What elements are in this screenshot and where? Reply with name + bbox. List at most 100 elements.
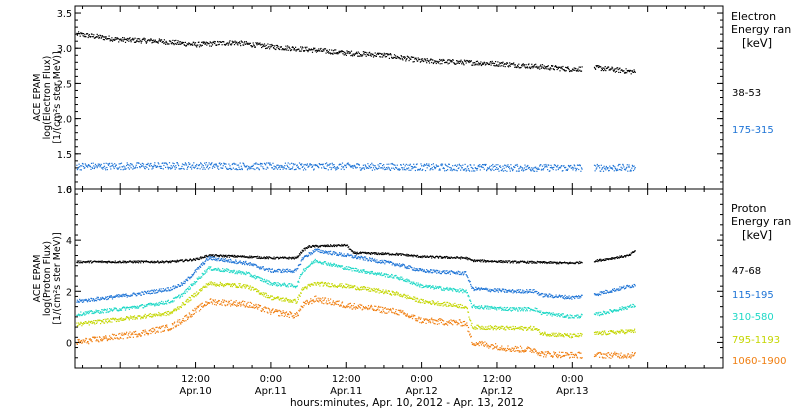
- data-point: [218, 268, 220, 270]
- data-point: [621, 287, 623, 289]
- data-point: [283, 271, 285, 273]
- data-point: [521, 167, 523, 169]
- data-point: [424, 285, 427, 287]
- data-point: [300, 164, 302, 166]
- data-point: [406, 278, 408, 280]
- data-point: [375, 273, 377, 275]
- data-point: [601, 67, 603, 69]
- data-point: [443, 289, 445, 292]
- data-point: [475, 260, 477, 262]
- data-point: [531, 169, 533, 171]
- data-point: [275, 166, 277, 168]
- data-point: [579, 66, 581, 68]
- data-point: [549, 170, 551, 172]
- data-point: [525, 67, 527, 69]
- data-point: [618, 257, 620, 259]
- data-point: [231, 270, 233, 272]
- data-point: [329, 245, 331, 248]
- data-point: [101, 36, 103, 38]
- data-point: [376, 262, 379, 264]
- data-point: [527, 290, 529, 292]
- data-point: [504, 66, 506, 68]
- data-point: [340, 245, 342, 247]
- data-point: [596, 66, 598, 68]
- data-point: [239, 162, 241, 164]
- data-point: [231, 168, 233, 170]
- data-point: [172, 301, 174, 303]
- data-point: [233, 162, 235, 164]
- data-point: [305, 49, 307, 51]
- data-point: [383, 52, 385, 54]
- data-point: [327, 51, 329, 53]
- data-point: [97, 311, 99, 313]
- data-point: [495, 261, 497, 263]
- data-point: [557, 168, 559, 171]
- data-point: [556, 296, 558, 298]
- data-point: [482, 63, 484, 65]
- data-point: [573, 67, 575, 69]
- data-point: [138, 306, 140, 308]
- data-point: [209, 254, 211, 256]
- data-point: [205, 164, 207, 166]
- data-point: [113, 295, 115, 297]
- data-point: [449, 289, 451, 291]
- data-point: [287, 162, 289, 164]
- data-point: [253, 256, 255, 258]
- data-point: [239, 272, 241, 274]
- data-point: [625, 256, 627, 258]
- data-point: [502, 165, 504, 167]
- data-point: [502, 61, 504, 63]
- data-point: [608, 259, 610, 261]
- data-point: [271, 167, 273, 169]
- data-point: [406, 266, 408, 268]
- data-point: [568, 295, 570, 297]
- data-point: [431, 167, 433, 169]
- data-point: [338, 244, 340, 246]
- data-point: [448, 257, 450, 259]
- data-point: [533, 167, 535, 169]
- data-point: [475, 168, 477, 170]
- data-point: [158, 302, 160, 304]
- data-point: [76, 261, 78, 264]
- data-point: [313, 251, 315, 253]
- data-point: [131, 38, 133, 40]
- data-point: [214, 268, 216, 270]
- data-point: [475, 286, 477, 288]
- data-point: [271, 284, 273, 286]
- data-point: [337, 53, 339, 55]
- data-point: [610, 291, 612, 293]
- data-point: [254, 168, 256, 171]
- data-point: [628, 166, 631, 168]
- data-point: [181, 41, 183, 43]
- data-point: [501, 62, 503, 64]
- data-point: [228, 163, 230, 165]
- data-point: [215, 259, 217, 261]
- data-point: [543, 261, 545, 263]
- data-point: [421, 257, 423, 259]
- data-point: [574, 167, 576, 169]
- data-point: [389, 169, 391, 171]
- data-point: [127, 38, 129, 40]
- data-point: [314, 246, 316, 248]
- data-point: [105, 297, 107, 299]
- data-point: [514, 166, 516, 168]
- data-point: [419, 268, 421, 270]
- data-point: [518, 63, 520, 65]
- data-point: [600, 69, 602, 72]
- data-point: [400, 253, 402, 255]
- data-point: [391, 162, 393, 165]
- data-point: [367, 54, 370, 56]
- data-point: [617, 67, 619, 69]
- data-point: [83, 36, 85, 38]
- data-point: [317, 166, 319, 168]
- data-point: [563, 316, 565, 318]
- data-point: [416, 268, 418, 270]
- data-point: [533, 289, 535, 291]
- data-point: [551, 166, 553, 168]
- data-point: [605, 289, 607, 291]
- data-point: [422, 59, 424, 61]
- data-point: [253, 256, 255, 258]
- data-point: [194, 269, 197, 271]
- data-point: [128, 308, 130, 310]
